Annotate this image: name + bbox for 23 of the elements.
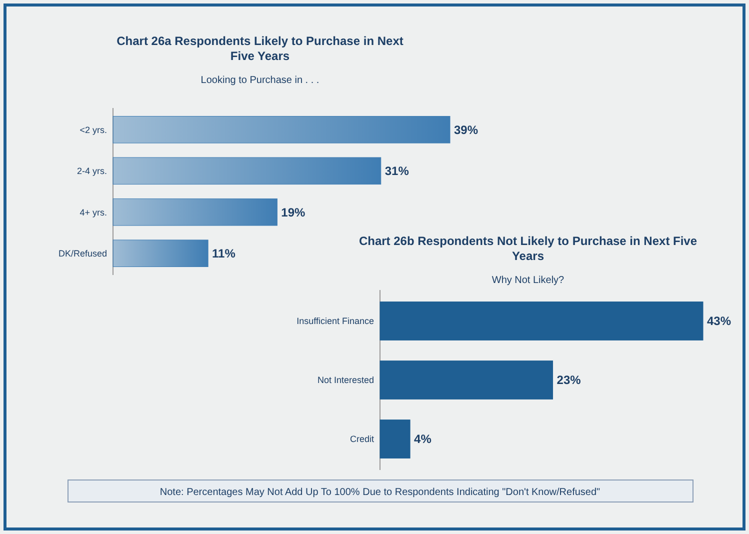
data-label: 11% — [212, 246, 236, 261]
data-label: 31% — [384, 164, 410, 178]
y-tick-label: 2-4 yrs. — [76, 166, 107, 176]
data-label: 39% — [454, 122, 478, 137]
data-label: 4% — [414, 432, 432, 446]
y-tick-label: Insufficient Finance — [296, 316, 374, 326]
bar — [112, 240, 208, 268]
bar — [112, 157, 382, 185]
y-tick-label: DK/Refused — [58, 248, 107, 258]
text: Note: Percentages May Not Add Up To 100% Due to Respondents Indicating "Don't Know/Refused" — [160, 487, 601, 498]
y-tick-label: Credit — [350, 434, 374, 444]
data-label: 43% — [707, 314, 732, 328]
y-tick-label: <2 yrs. — [80, 124, 107, 135]
y-tick-label: 4+ yrs. — [80, 207, 107, 218]
chart-title: Chart 26b Respondents Not Likely to Purchase in Next Five Years — [358, 234, 698, 263]
data-label: 23% — [556, 373, 582, 388]
chart-title: Chart 26a Respondents Likely to Purchase in Next Five Years — [116, 34, 404, 63]
bar — [112, 198, 278, 226]
bar — [112, 116, 450, 144]
chart-subtitle: Why Not Likely? — [492, 275, 565, 286]
y-tick-label: Not Interested — [317, 375, 374, 386]
chart-subtitle: Looking to Purchase in . . . — [200, 75, 320, 86]
data-label: 19% — [281, 205, 306, 220]
